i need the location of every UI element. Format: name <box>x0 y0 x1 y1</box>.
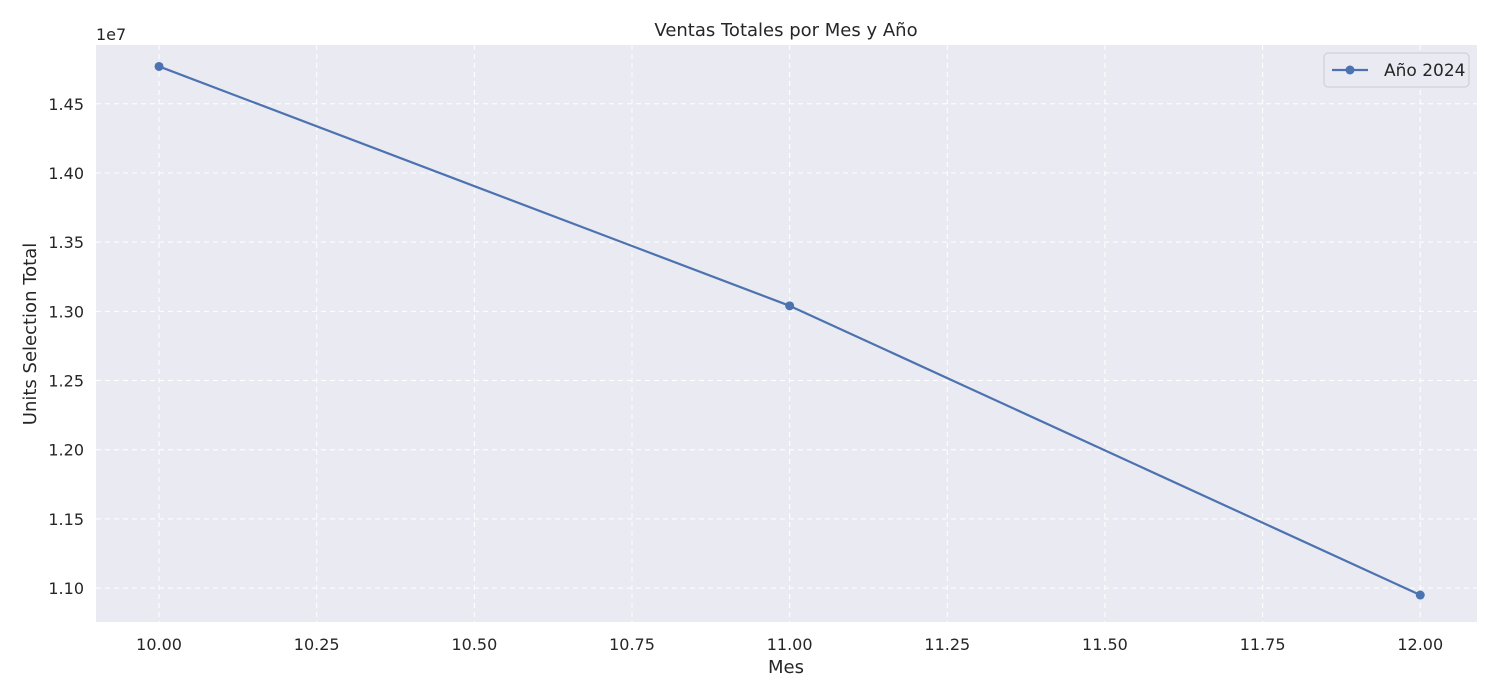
y-axis-offset-label: 1e7 <box>96 25 126 44</box>
x-tick-label: 11.50 <box>1082 635 1128 654</box>
x-tick-label: 12.00 <box>1397 635 1443 654</box>
legend-box <box>1323 52 1470 88</box>
x-tick-label: 11.25 <box>924 635 970 654</box>
data-point <box>1415 590 1425 600</box>
x-tick-label: 10.50 <box>451 635 497 654</box>
x-tick-label: 10.25 <box>294 635 340 654</box>
legend-label: Año 2024 <box>1384 61 1465 81</box>
x-axis-label: Mes <box>768 657 804 678</box>
data-point <box>785 301 795 311</box>
legend-point-marker <box>1345 65 1355 75</box>
legend: Año 2024 <box>1323 52 1470 88</box>
y-axis-label: Units Selection Total <box>20 243 41 425</box>
y-tick-label: 1.10 <box>48 579 84 598</box>
y-tick-label: 1.20 <box>48 441 84 460</box>
y-tick-label: 1.35 <box>48 233 84 252</box>
x-tick-label: 11.00 <box>767 635 813 654</box>
y-tick-label: 1.15 <box>48 510 84 529</box>
plot-area <box>96 45 1477 622</box>
x-tick-label: 10.75 <box>609 635 655 654</box>
data-point <box>154 61 164 71</box>
x-tick-label: 10.00 <box>136 635 182 654</box>
y-tick-label: 1.40 <box>48 164 84 183</box>
y-tick-label: 1.25 <box>48 372 84 391</box>
data-series <box>154 61 1425 600</box>
chart-title: Ventas Totales por Mes y Año <box>654 20 917 41</box>
y-tick-label: 1.30 <box>48 302 84 321</box>
gridlines <box>96 45 1477 622</box>
axes: 10.00 10.25 10.50 10.75 11.00 11.25 11.50 11.75… <box>48 95 1443 654</box>
x-tick-label: 11.75 <box>1240 635 1286 654</box>
y-tick-label: 1.45 <box>48 95 84 114</box>
